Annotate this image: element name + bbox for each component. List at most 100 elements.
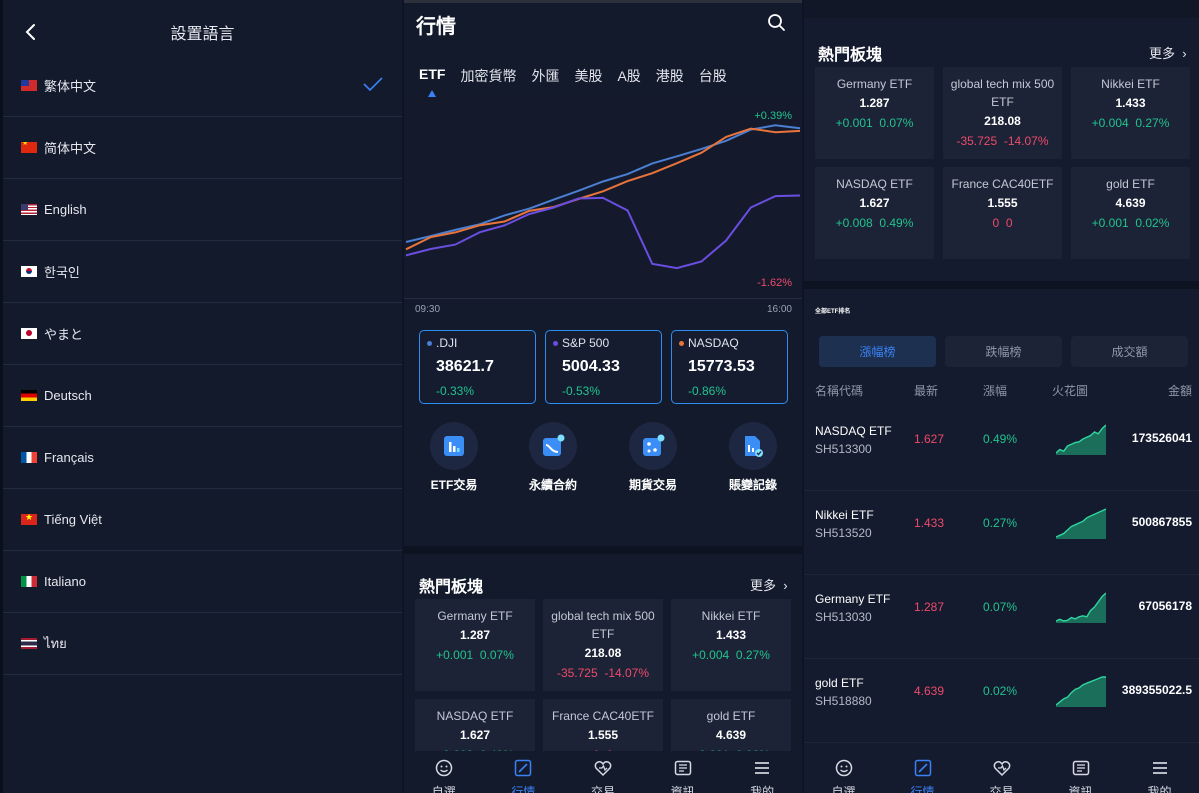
index-card-nasdaq[interactable]: NASDAQ 15773.53 -0.86% bbox=[671, 330, 788, 404]
more-link[interactable]: 更多 › bbox=[1149, 43, 1187, 62]
row-amount: 389355022.5 bbox=[1121, 683, 1192, 697]
hot-change-pct: 0.27% bbox=[1135, 116, 1170, 130]
language-label: 한국인 bbox=[44, 265, 80, 280]
hot-name: France CAC40ETF bbox=[951, 177, 1054, 191]
row-price: 1.627 bbox=[914, 432, 945, 446]
hot-name: Germany ETF bbox=[437, 609, 513, 623]
hot-name: France CAC40ETF bbox=[551, 709, 655, 723]
sparkline-line bbox=[1056, 424, 1106, 454]
sparkline-line bbox=[1056, 592, 1106, 622]
hot-card-gold-etf[interactable]: gold ETF 4.639 +0.001 0.02% bbox=[1071, 167, 1190, 259]
top-border bbox=[804, 0, 1199, 18]
perpetual-contract-button[interactable]: 永續合約 bbox=[513, 422, 593, 493]
hot-change-pct: 0.49% bbox=[879, 216, 914, 230]
hot-value: 218.08 bbox=[584, 646, 622, 660]
language-item-italian[interactable]: Italiano bbox=[3, 551, 402, 613]
table-row[interactable]: NASDAQ ETF SH513300 1.627 0.49% 17352604… bbox=[804, 407, 1199, 491]
tab-hk-stocks[interactable]: 港股 bbox=[655, 68, 684, 84]
language-item-simplified-chinese[interactable]: 简体中文 bbox=[3, 117, 402, 179]
hot-card-nikkei-etf[interactable]: Nikkei ETF 1.433 +0.004 0.27% bbox=[671, 599, 791, 691]
chevron-right-icon: › bbox=[779, 578, 788, 593]
nav-label: 資訊 bbox=[1068, 785, 1093, 793]
language-list: 繁体中文 简体中文 English 한국인 やまと Deutsch Franç bbox=[3, 55, 402, 675]
checkmark-icon bbox=[363, 77, 383, 92]
language-item-vietnamese[interactable]: Tiếng Việt bbox=[3, 489, 402, 551]
table-row[interactable]: gold ETF SH518880 4.639 0.02% 389355022.… bbox=[804, 659, 1199, 743]
more-label: 更多 bbox=[1149, 46, 1176, 61]
nav-watchlist[interactable]: 自選 bbox=[404, 751, 484, 793]
hot-card-global-tech[interactable]: global tech mix 500 ETF 218.08 -35.725 -… bbox=[943, 67, 1062, 159]
nav-label: 自選 bbox=[831, 785, 856, 793]
hot-value: 1.287 bbox=[459, 628, 491, 642]
back-arrow-icon[interactable] bbox=[23, 22, 39, 42]
hot-value: 1.287 bbox=[859, 96, 890, 110]
nav-news[interactable]: 資訊 bbox=[643, 751, 723, 793]
language-label: Français bbox=[44, 450, 94, 465]
sparkline bbox=[1056, 592, 1106, 623]
nav-trade[interactable]: 交易 bbox=[563, 751, 643, 793]
bottom-nav: 自選 行情 交易 資訊 我的 bbox=[804, 751, 1199, 793]
hot-card-germany-etf[interactable]: Germany ETF 1.287 +0.001 0.07% bbox=[815, 67, 934, 159]
nav-news[interactable]: 資訊 bbox=[1041, 751, 1120, 793]
index-card-sp500[interactable]: S&P 500 5004.33 -0.53% bbox=[545, 330, 662, 404]
hot-name: NASDAQ ETF bbox=[436, 709, 514, 723]
market-chart-icon bbox=[515, 759, 532, 777]
more-link[interactable]: 更多 › bbox=[750, 575, 788, 594]
language-item-french[interactable]: Français bbox=[3, 427, 402, 489]
segment-losers[interactable]: 跌幅榜 bbox=[945, 336, 1062, 367]
nav-watchlist[interactable]: 自選 bbox=[804, 751, 883, 793]
heart-trade-icon bbox=[993, 761, 1010, 777]
language-item-thai[interactable]: ไทย bbox=[3, 613, 402, 675]
hot-card-nikkei-etf[interactable]: Nikkei ETF 1.433 +0.004 0.27% bbox=[1071, 67, 1190, 159]
tab-crypto[interactable]: 加密貨幣 bbox=[460, 68, 517, 84]
language-item-japanese[interactable]: やまと bbox=[3, 303, 402, 365]
nav-label: 我的 bbox=[750, 785, 775, 793]
search-icon[interactable] bbox=[767, 13, 786, 32]
row-code: SH513300 bbox=[815, 442, 872, 456]
tab-us-stocks[interactable]: 美股 bbox=[574, 68, 603, 84]
nav-trade[interactable]: 交易 bbox=[962, 751, 1041, 793]
action-label: ETF交易 bbox=[430, 478, 478, 492]
hot-name: Nikkei ETF bbox=[701, 609, 761, 623]
futures-trade-button[interactable]: 期貨交易 bbox=[613, 422, 693, 493]
table-row[interactable]: Nikkei ETF SH513520 1.433 0.27% 50086785… bbox=[804, 491, 1199, 575]
language-item-german[interactable]: Deutsch bbox=[3, 365, 402, 427]
chart-series-line bbox=[405, 194, 801, 270]
tab-a-shares[interactable]: A股 bbox=[617, 68, 641, 84]
nav-profile[interactable]: 我的 bbox=[722, 751, 802, 793]
etf-trade-button[interactable]: ETF交易 bbox=[414, 422, 494, 493]
column-header-amount: 金額 bbox=[1167, 384, 1192, 398]
hot-card-global-tech[interactable]: global tech mix 500 ETF 218.08 -35.725 -… bbox=[543, 599, 663, 691]
nav-profile[interactable]: 我的 bbox=[1120, 751, 1199, 793]
tab-etf[interactable]: ETF bbox=[419, 66, 446, 82]
language-item-korean[interactable]: 한국인 bbox=[3, 241, 402, 303]
market-chart-icon bbox=[914, 759, 931, 777]
account-records-button[interactable]: 賬變記錄 bbox=[713, 422, 793, 493]
hot-change: -35.725 -14.07% bbox=[943, 134, 1062, 148]
hot-card-france-cac40[interactable]: France CAC40ETF 1.555 0 0 bbox=[943, 167, 1062, 259]
index-card-dji[interactable]: .DJI 38621.7 -0.33% bbox=[419, 330, 536, 404]
tab-forex[interactable]: 外匯 bbox=[531, 68, 560, 84]
language-item-english[interactable]: English bbox=[3, 179, 402, 241]
nav-market[interactable]: 行情 bbox=[484, 751, 564, 793]
heart-trade-icon bbox=[594, 761, 612, 777]
row-code: SH518880 bbox=[815, 694, 872, 708]
market-chart bbox=[404, 98, 802, 298]
sparkline bbox=[1056, 424, 1106, 455]
time-end-label: 16:00 bbox=[766, 304, 792, 315]
row-price: 1.433 bbox=[914, 516, 945, 530]
tab-tw-stocks[interactable]: 台股 bbox=[698, 68, 727, 84]
hot-card-germany-etf[interactable]: Germany ETF 1.287 +0.001 0.07% bbox=[415, 599, 535, 691]
hot-value: 1.627 bbox=[459, 728, 491, 742]
segment-volume[interactable]: 成交額 bbox=[1071, 336, 1188, 367]
hot-change-abs: -35.725 bbox=[556, 666, 598, 680]
chevron-right-icon: › bbox=[1178, 46, 1187, 61]
segment-gainers[interactable]: 漲幅榜 bbox=[819, 336, 936, 367]
language-item-traditional-chinese[interactable]: 繁体中文 bbox=[3, 55, 402, 117]
hot-sectors-title: 熱門板塊 bbox=[818, 47, 883, 64]
table-row[interactable]: Germany ETF SH513030 1.287 0.07% 6705617… bbox=[804, 575, 1199, 659]
action-label: 賬變記錄 bbox=[728, 478, 777, 492]
flag-italy-icon bbox=[21, 576, 37, 587]
nav-market[interactable]: 行情 bbox=[883, 751, 962, 793]
hot-card-nasdaq-etf[interactable]: NASDAQ ETF 1.627 +0.008 0.49% bbox=[815, 167, 934, 259]
